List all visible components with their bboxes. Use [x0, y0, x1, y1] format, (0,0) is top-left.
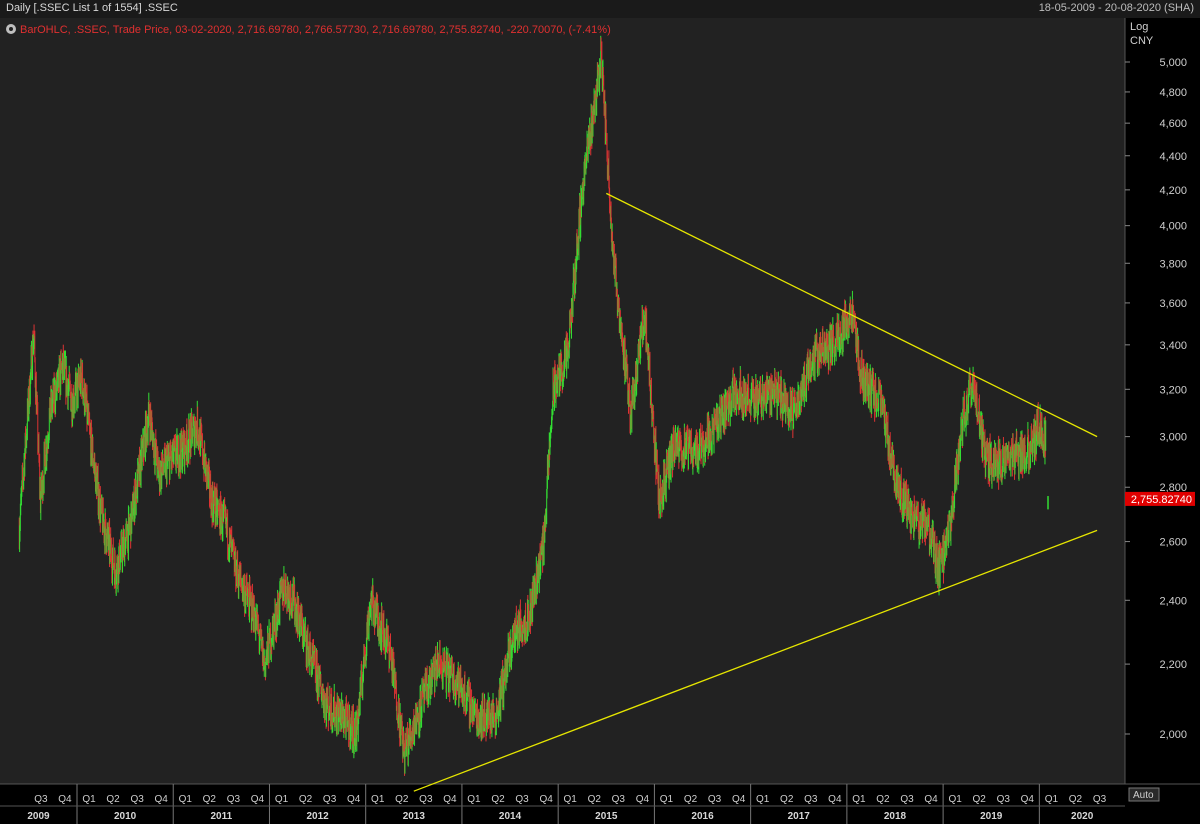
last-price-label: 2,755.82740 — [1131, 494, 1192, 506]
x-quarter-label: Q2 — [106, 794, 120, 805]
x-quarter-label: Q2 — [203, 794, 217, 805]
x-quarter-label: Q3 — [130, 794, 144, 805]
scale-label: Log — [1130, 21, 1148, 33]
y-tick-label: 4,800 — [1159, 87, 1187, 99]
x-quarter-label: Q2 — [684, 794, 698, 805]
x-quarter-label: Q3 — [515, 794, 529, 805]
x-quarter-label: Q1 — [179, 794, 193, 805]
y-tick-label: 2,200 — [1159, 659, 1187, 671]
x-quarter-label: Q1 — [275, 794, 289, 805]
auto-scale-button[interactable] — [1128, 787, 1160, 802]
trendline — [605, 192, 1098, 438]
x-year-label: 2015 — [595, 811, 618, 822]
x-quarter-label: Q3 — [227, 794, 241, 805]
y-tick-label: 4,400 — [1159, 151, 1187, 163]
x-quarter-label: Q1 — [564, 794, 578, 805]
x-year-label: 2013 — [403, 811, 426, 822]
x-year-label: 2009 — [27, 811, 50, 822]
x-quarter-label: Q4 — [155, 794, 169, 805]
legend: BarOHLC, .SSEC, Trade Price, 03-02-2020,… — [6, 24, 611, 36]
trendlines — [413, 192, 1098, 792]
trendline — [413, 529, 1098, 792]
y-tick-label: 3,400 — [1159, 340, 1187, 352]
x-quarter-label: Q1 — [82, 794, 96, 805]
x-year-label: 2020 — [1071, 811, 1094, 822]
x-quarter-label: Q3 — [612, 794, 626, 805]
x-quarter-label: Q4 — [539, 794, 553, 805]
x-year-label: 2014 — [499, 811, 522, 822]
y-tick-label: 2,600 — [1159, 537, 1187, 549]
x-quarter-label: Q2 — [491, 794, 505, 805]
y-tick-label: 4,200 — [1159, 185, 1187, 197]
y-tick-label: 2,400 — [1159, 595, 1187, 607]
y-tick-label: 3,600 — [1159, 298, 1187, 310]
x-quarter-label: Q1 — [756, 794, 770, 805]
x-quarter-label: Q4 — [924, 794, 938, 805]
x-quarter-label: Q4 — [732, 794, 746, 805]
x-year-label: 2016 — [691, 811, 714, 822]
x-quarter-label: Q3 — [708, 794, 722, 805]
x-quarter-label: Q3 — [34, 794, 48, 805]
auto-label: Auto — [1133, 790, 1154, 801]
y-tick-label: 3,200 — [1159, 384, 1187, 396]
last-price-marker: 2,755.82740 — [1125, 491, 1195, 506]
x-quarter-label: Q1 — [948, 794, 962, 805]
x-quarter-label: Q1 — [467, 794, 481, 805]
x-quarter-label: Q4 — [636, 794, 650, 805]
y-tick-label: 5,000 — [1159, 57, 1187, 69]
x-quarter-label: Q3 — [804, 794, 818, 805]
y-tick-label: 3,800 — [1159, 258, 1187, 270]
x-quarter-label: Q3 — [1093, 794, 1107, 805]
y-tick-label: 4,600 — [1159, 118, 1187, 130]
x-year-label: 2010 — [114, 811, 137, 822]
price-chart[interactable]: BarOHLC, .SSEC, Trade Price, 03-02-2020,… — [0, 18, 1200, 824]
x-quarter-label: Q2 — [780, 794, 794, 805]
legend-text: BarOHLC, .SSEC, Trade Price, 03-02-2020,… — [20, 24, 611, 36]
unit-label: CNY — [1130, 35, 1154, 47]
x-quarter-label: Q2 — [588, 794, 602, 805]
x-quarter-label: Q2 — [973, 794, 987, 805]
x-quarter-label: Q4 — [1021, 794, 1035, 805]
x-quarter-label: Q2 — [876, 794, 890, 805]
chart-title: Daily [.SSEC List 1 of 1554] .SSEC — [6, 2, 178, 14]
price-series — [18, 35, 1049, 776]
x-quarter-label: Q3 — [419, 794, 433, 805]
x-year-label: 2012 — [306, 811, 329, 822]
x-quarter-label: Q4 — [443, 794, 457, 805]
title-bar: Daily [.SSEC List 1 of 1554] .SSEC 18-05… — [0, 0, 1200, 19]
x-quarter-label: Q1 — [371, 794, 385, 805]
x-quarter-label: Q4 — [251, 794, 265, 805]
x-axis: Q3 Q4 Q1 Q2 Q3 Q4 Q1 Q2 Q3 Q4 Q1 Q2 Q3 Q4 Q1 Q2 Q3 Q4 Q1 Q2… — [0, 784, 1125, 824]
x-quarter-label: Q3 — [323, 794, 337, 805]
x-quarter-label: Q3 — [997, 794, 1011, 805]
x-quarter-label: Q3 — [900, 794, 914, 805]
x-quarter-label: Q2 — [395, 794, 409, 805]
date-range: 18-05-2009 - 20-08-2020 (SHA) — [1038, 2, 1194, 14]
x-quarter-label: Q1 — [660, 794, 674, 805]
y-tick-label: 2,800 — [1159, 482, 1187, 494]
last-price-badge — [1125, 491, 1195, 506]
gear-icon-hole — [9, 27, 13, 31]
y-axis-ticks: 5,000 4,800 4,600 4,400 4,200 4,000 3,800 3,600… — [1125, 57, 1187, 741]
y-axis-panel — [1125, 18, 1200, 784]
y-tick-label: 3,000 — [1159, 432, 1187, 444]
x-year-label: 2019 — [980, 811, 1003, 822]
x-quarter-label: Q2 — [299, 794, 313, 805]
plot-area — [0, 18, 1125, 784]
x-quarter-label: Q1 — [1045, 794, 1059, 805]
x-year-label: 2018 — [884, 811, 907, 822]
x-quarter-label: Q4 — [828, 794, 842, 805]
x-quarter-label: Q4 — [347, 794, 361, 805]
x-year-label: 2017 — [788, 811, 811, 822]
y-tick-label: 4,000 — [1159, 221, 1187, 233]
x-quarter-label: Q4 — [58, 794, 72, 805]
x-quarter-label: Q1 — [852, 794, 866, 805]
x-quarter-label: Q2 — [1069, 794, 1083, 805]
y-tick-label: 2,000 — [1159, 729, 1187, 741]
x-year-label: 2011 — [210, 811, 232, 822]
